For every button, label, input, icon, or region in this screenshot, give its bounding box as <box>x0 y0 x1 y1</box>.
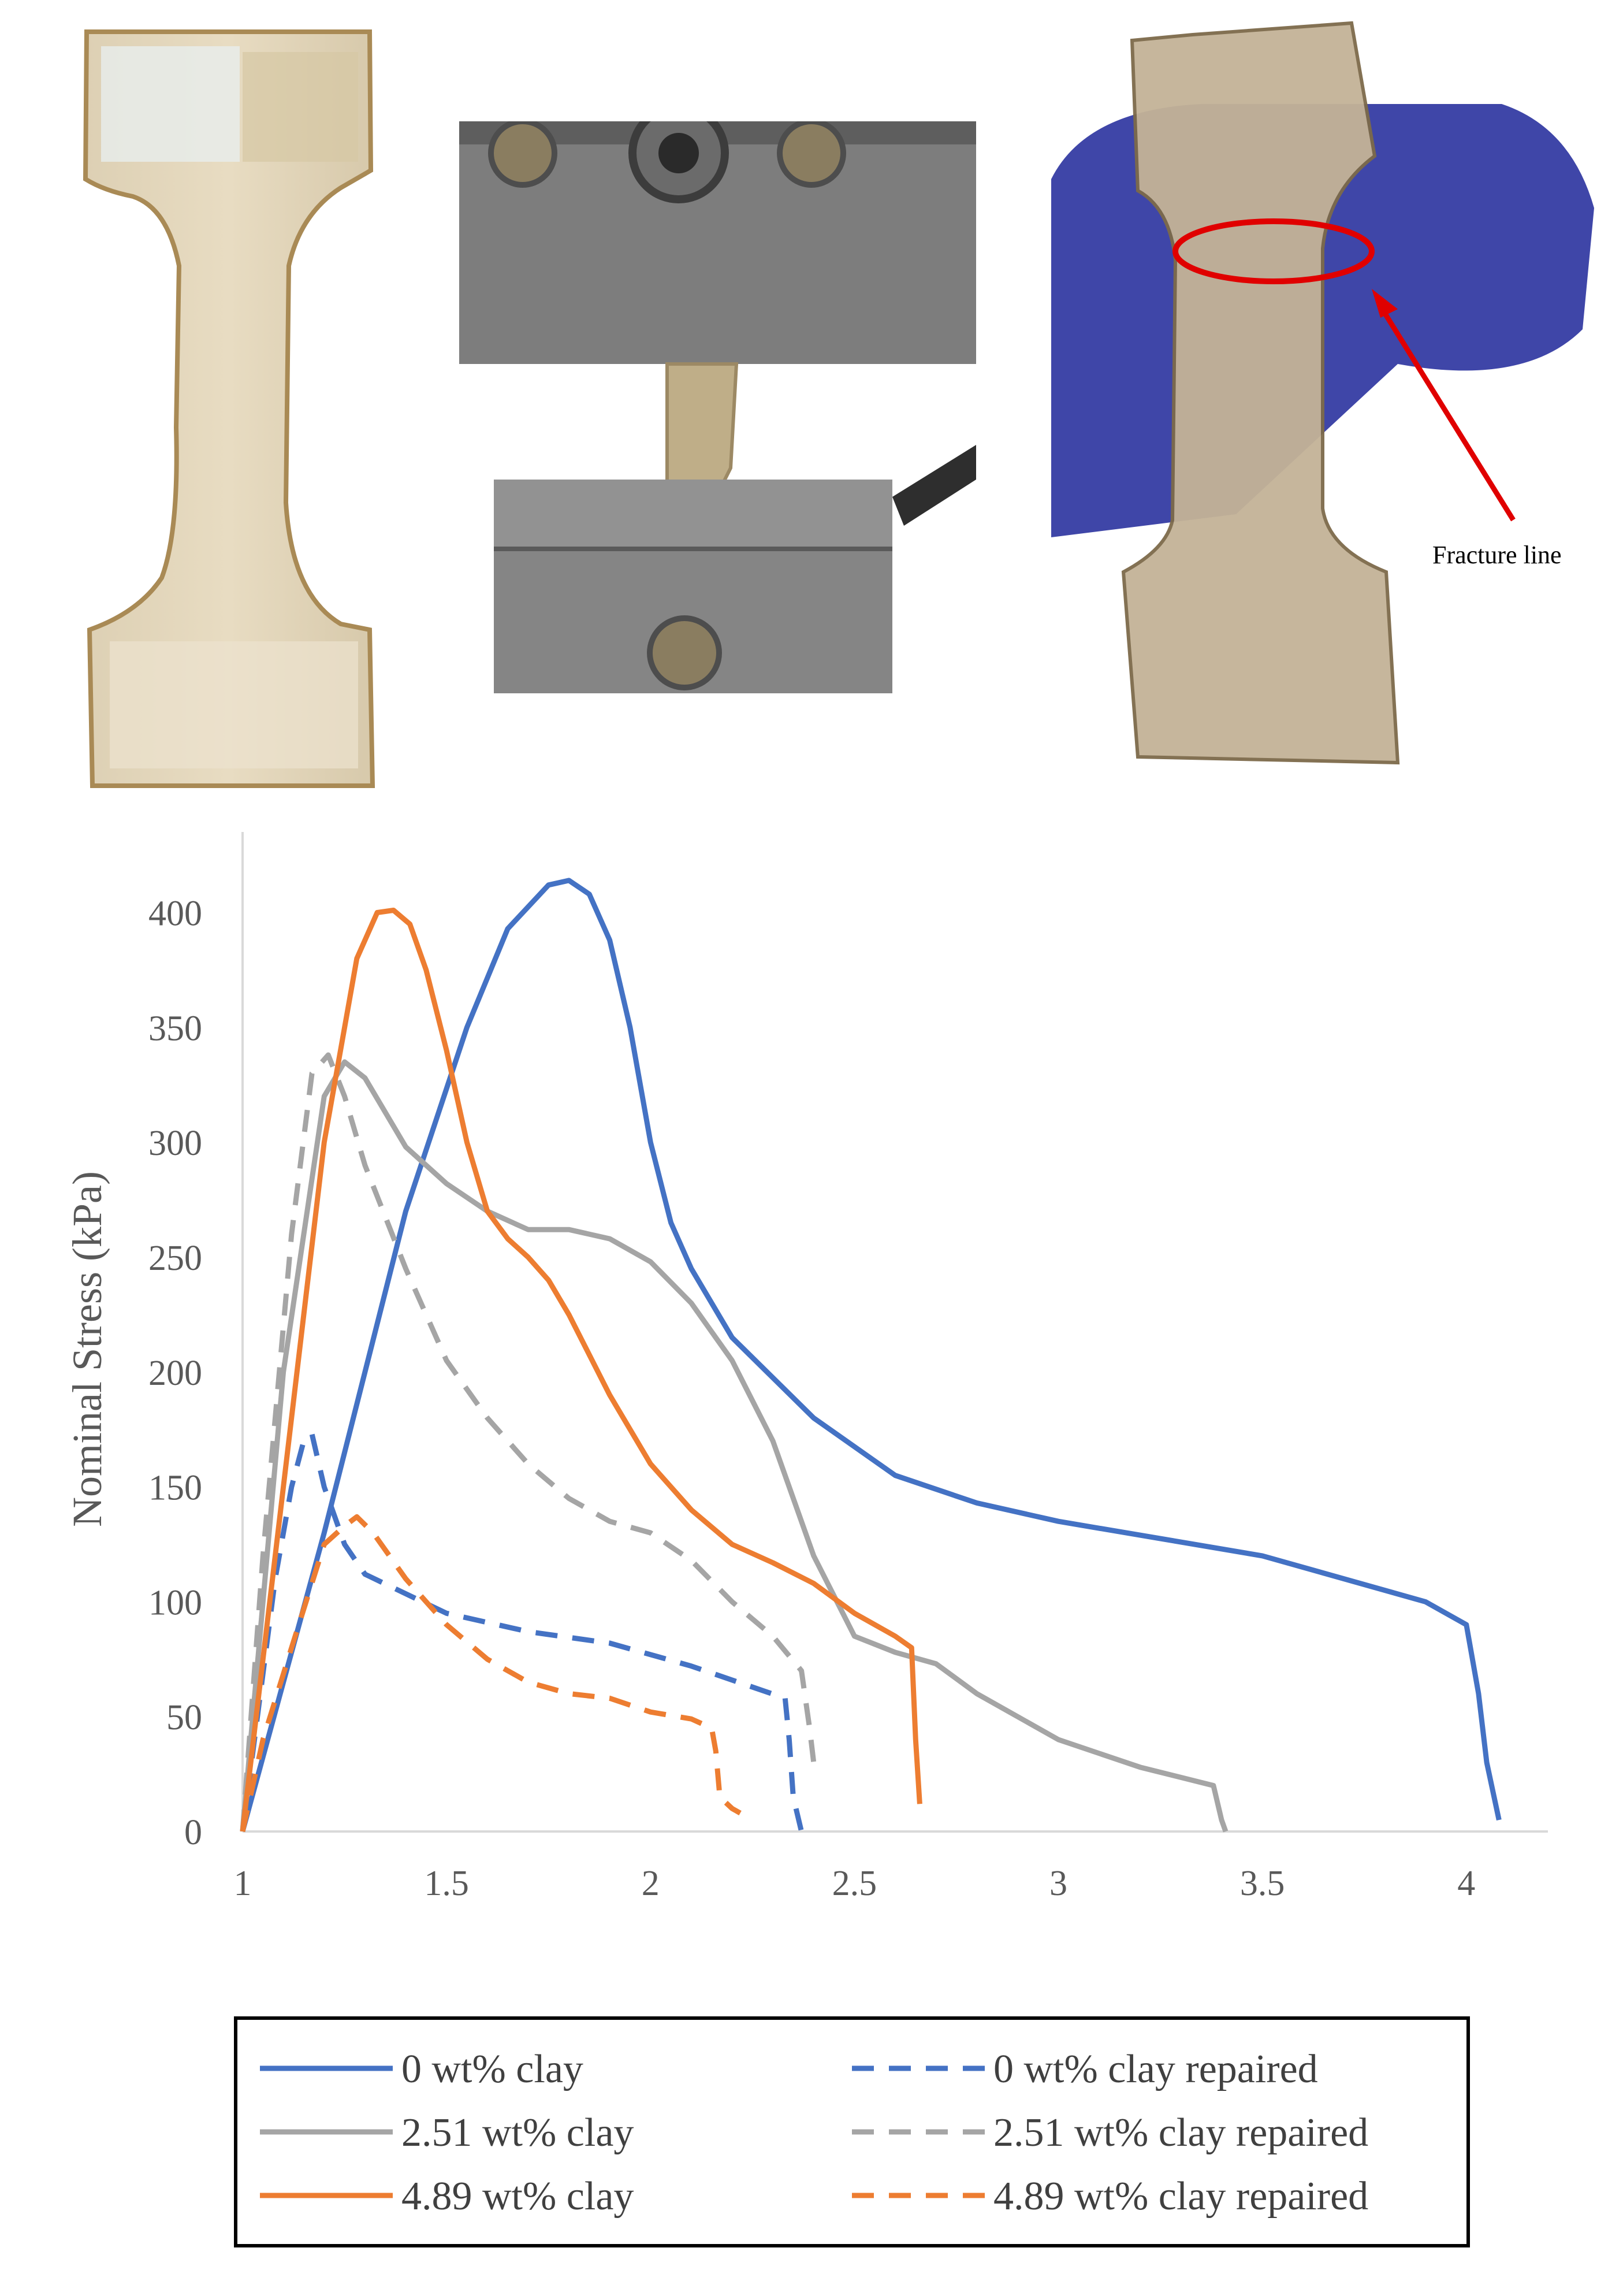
specimen-clear-area <box>101 46 240 162</box>
photo-tensile-grips <box>459 121 976 693</box>
x-tick-label: 3 <box>1049 1864 1067 1903</box>
y-tick-label: 50 <box>166 1698 202 1737</box>
x-tick-label: 1.5 <box>424 1864 469 1903</box>
y-tick-label: 250 <box>148 1239 202 1278</box>
series-line-2-51-wt-clay-repaired <box>240 1052 821 1832</box>
y-tick-label: 300 <box>148 1124 202 1163</box>
x-tick-label: 2.5 <box>832 1864 877 1903</box>
series-line-0-wt-clay <box>240 878 1502 1833</box>
fracture-arrow-line <box>1378 304 1516 522</box>
y-axis-label: Nominal Stress (kPa) <box>64 1171 110 1527</box>
fracture-highlight-ellipse <box>1172 218 1375 284</box>
legend: 0 wt% clay 0 wt% clay repaired 2.51 wt% cl… <box>234 2016 1470 2247</box>
series-line-2-51-wt-clay <box>240 1059 1229 1833</box>
legend-label: 4.89 wt% clay <box>401 2174 634 2219</box>
x-tick-label: 3.5 <box>1240 1864 1285 1903</box>
series-line-4-89-wt-clay <box>240 908 922 1832</box>
x-tick-label: 1 <box>234 1864 252 1903</box>
fractured-specimen-body <box>1121 21 1400 765</box>
legend-label: 2.51 wt% clay repaired <box>993 2111 1368 2155</box>
y-tick-label: 200 <box>148 1354 202 1393</box>
photo-fractured-specimen: Fracture line <box>1051 21 1594 765</box>
y-tick-label: 400 <box>148 894 202 934</box>
y-tick-label: 150 <box>148 1469 202 1508</box>
x-tick-label: 2 <box>642 1864 660 1903</box>
y-tick-label: 350 <box>148 1009 202 1048</box>
series-line-0-wt-clay-repaired <box>240 1431 804 1833</box>
legend-label: 4.89 wt% clay repaired <box>993 2174 1368 2219</box>
photo-specimen <box>83 29 375 788</box>
legend-label: 0 wt% clay <box>401 2047 583 2091</box>
fracture-arrow-head <box>1372 289 1398 318</box>
y-tick-label: 0 <box>184 1813 202 1852</box>
x-tick-label: 4 <box>1457 1864 1475 1903</box>
y-tick-label: 100 <box>148 1583 202 1622</box>
fracture-line-label: Fracture line <box>1432 541 1562 569</box>
specimen-body <box>83 29 375 788</box>
legend-label: 0 wt% clay repaired <box>993 2047 1318 2091</box>
legend-label: 2.51 wt% clay <box>401 2111 634 2155</box>
series-line-4-89-wt-clay-repaired <box>240 1514 742 1832</box>
